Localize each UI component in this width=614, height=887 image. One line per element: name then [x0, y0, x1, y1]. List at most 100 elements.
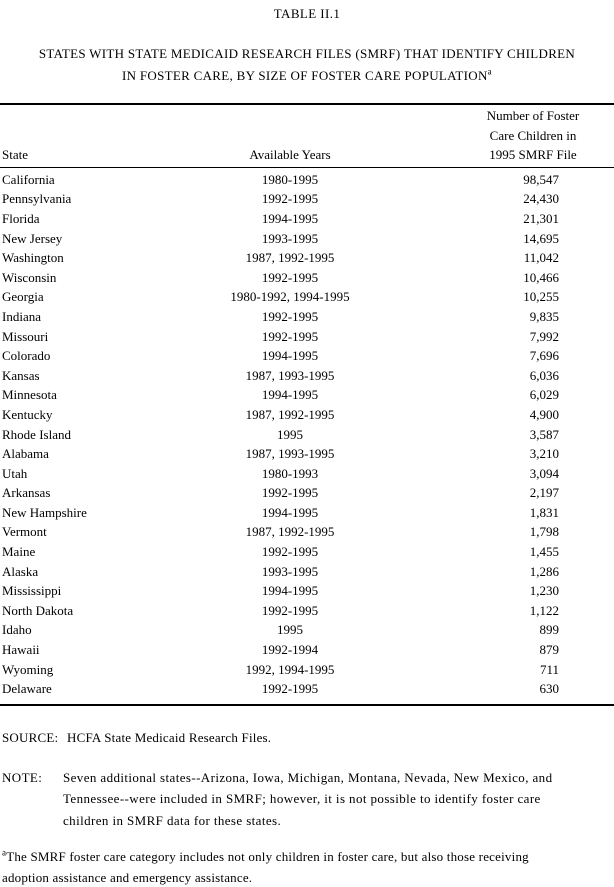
- count-cell: 21,301: [523, 210, 559, 226]
- years-cell: 1992-1995: [261, 485, 319, 501]
- count-cell: 14,695: [523, 230, 559, 246]
- table-row: Delaware 1992-1995 630: [0, 679, 614, 699]
- note-text: Seven additional states--Arizona, Iowa, …: [63, 767, 552, 832]
- subtitle-line-1: STATES WITH STATE MEDICAID RESEARCH FILE…: [38, 46, 576, 61]
- table-row: Pennsylvania 1992-1995 24,430: [0, 190, 614, 210]
- state-cell: Georgia: [2, 289, 44, 305]
- table-row: Alaska 1993-1995 1,286: [0, 562, 614, 582]
- state-cell: Mississippi: [2, 583, 62, 599]
- count-cell: 1,286: [529, 563, 559, 579]
- table-row: New Hampshire 1994-1995 1,831: [0, 503, 614, 523]
- years-cell: 1994-1995: [261, 387, 319, 403]
- count-cell: 4,900: [529, 406, 559, 422]
- state-cell: Florida: [2, 210, 40, 226]
- state-cell: Maine: [2, 544, 36, 560]
- count-cell: 9,835: [529, 308, 559, 324]
- source-label: SOURCE:: [2, 729, 59, 745]
- state-cell: New Jersey: [2, 230, 63, 246]
- footnote-line-2: adoption assistance and emergency assist…: [2, 870, 253, 886]
- years-cell: 1992-1995: [261, 602, 319, 618]
- state-cell: Arkansas: [2, 485, 51, 501]
- state-cell: Idaho: [2, 622, 32, 638]
- years-cell: 1994-1995: [261, 210, 319, 226]
- state-cell: Kentucky: [2, 406, 53, 422]
- table-top-rule: [0, 103, 614, 105]
- years-cell: 1992-1995: [261, 328, 319, 344]
- years-cell: 1987, 1993-1995: [245, 367, 335, 383]
- state-cell: Alaska: [2, 563, 39, 579]
- column-header-number: Number of Foster Care Children in 1995 S…: [452, 106, 614, 165]
- table-row: Kentucky 1987, 1992-1995 4,900: [0, 405, 614, 425]
- table-row: Arkansas 1992-1995 2,197: [0, 484, 614, 504]
- table-row: Minnesota 1994-1995 6,029: [0, 386, 614, 406]
- table-row: Vermont 1987, 1992-1995 1,798: [0, 523, 614, 543]
- column-header-years: Available Years: [249, 146, 331, 162]
- years-cell: 1993-1995: [261, 563, 319, 579]
- state-cell: New Hampshire: [2, 504, 87, 520]
- years-cell: 1992, 1994-1995: [245, 661, 335, 677]
- column-header-state: State: [2, 146, 28, 162]
- table-row: North Dakota 1992-1995 1,122: [0, 601, 614, 621]
- count-cell: 6,029: [529, 387, 559, 403]
- count-cell: 98,547: [523, 171, 559, 187]
- count-cell: 10,466: [523, 269, 559, 285]
- state-cell: Delaware: [2, 681, 52, 697]
- state-cell: Kansas: [2, 367, 40, 383]
- state-cell: Pennsylvania: [2, 191, 72, 207]
- years-cell: 1987, 1993-1995: [245, 446, 335, 462]
- footnote-line-1: aThe SMRF foster care category includes …: [2, 847, 529, 865]
- count-cell: 3,094: [529, 465, 559, 481]
- count-cell: 6,036: [529, 367, 559, 383]
- state-cell: Colorado: [2, 348, 51, 364]
- years-cell: 1992-1995: [261, 544, 319, 560]
- table-header: State Available Years Number of Foster C…: [0, 105, 614, 167]
- state-cell: Hawaii: [2, 642, 40, 658]
- note-label: NOTE:: [2, 769, 43, 785]
- note-block: NOTE: Seven additional states--Arizona, …: [0, 767, 614, 832]
- state-cell: North Dakota: [2, 602, 74, 618]
- state-cell: Utah: [2, 465, 28, 481]
- years-cell: 1992-1995: [261, 191, 319, 207]
- years-cell: 1994-1995: [261, 504, 319, 520]
- state-cell: Wyoming: [2, 661, 54, 677]
- count-cell: 630: [539, 681, 560, 697]
- count-cell: 3,210: [529, 446, 559, 462]
- table-row: Alabama 1987, 1993-1995 3,210: [0, 444, 614, 464]
- table-row: Idaho 1995 899: [0, 621, 614, 641]
- years-cell: 1987, 1992-1995: [245, 524, 335, 540]
- years-cell: 1994-1995: [261, 348, 319, 364]
- count-cell: 11,042: [523, 250, 559, 266]
- count-cell: 7,992: [529, 328, 559, 344]
- table-row: Florida 1994-1995 21,301: [0, 209, 614, 229]
- table-row: Rhode Island 1995 3,587: [0, 425, 614, 445]
- years-cell: 1995: [277, 622, 303, 638]
- count-cell: 10,255: [523, 289, 559, 305]
- state-cell: Washington: [2, 250, 64, 266]
- state-cell: Alabama: [2, 446, 49, 462]
- years-cell: 1980-1993: [261, 465, 319, 481]
- subtitle-line-2: IN FOSTER CARE, BY SIZE OF FOSTER CARE P…: [122, 66, 492, 83]
- count-cell: 3,587: [529, 426, 559, 442]
- table-row: Washington 1987, 1992-1995 11,042: [0, 248, 614, 268]
- state-cell: Rhode Island: [2, 426, 71, 442]
- column-header-number-line-2: Care Children in: [489, 127, 577, 143]
- table-subtitle: STATES WITH STATE MEDICAID RESEARCH FILE…: [0, 43, 614, 87]
- state-cell: Minnesota: [2, 387, 57, 403]
- years-cell: 1993-1995: [261, 230, 319, 246]
- table-row: Colorado 1994-1995 7,696: [0, 346, 614, 366]
- years-cell: 1987, 1992-1995: [245, 250, 335, 266]
- table-row: Kansas 1987, 1993-1995 6,036: [0, 366, 614, 386]
- state-cell: Missouri: [2, 328, 49, 344]
- years-cell: 1992-1995: [261, 681, 319, 697]
- count-cell: 1,230: [529, 583, 559, 599]
- table-row: Wyoming 1992, 1994-1995 711: [0, 660, 614, 680]
- count-cell: 879: [539, 642, 560, 658]
- years-cell: 1987, 1992-1995: [245, 406, 335, 422]
- count-cell: 1,455: [529, 544, 559, 560]
- footnote-marker: a: [2, 847, 7, 858]
- years-cell: 1994-1995: [261, 583, 319, 599]
- note-line-1: Seven additional states--Arizona, Iowa, …: [63, 769, 553, 785]
- count-cell: 1,831: [529, 504, 559, 520]
- count-cell: 899: [539, 622, 560, 638]
